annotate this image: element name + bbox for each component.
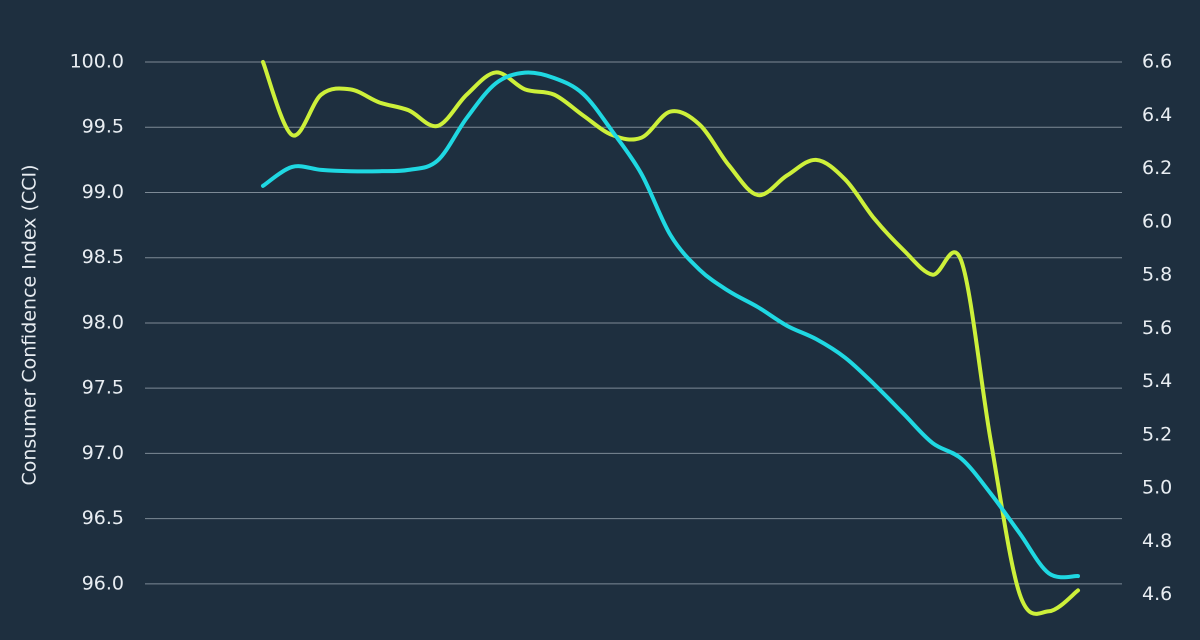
y-tick-label: 99.0 [82, 181, 124, 203]
y-axis-label: Consumer Confidence Index (CCI) [19, 164, 41, 485]
y2-tick-label: 5.2 [1142, 423, 1172, 445]
y-tick-label: 96.5 [82, 507, 124, 529]
y-tick-label: 98.5 [82, 246, 124, 268]
y2-tick-label: 4.6 [1142, 583, 1172, 605]
y2-tick-label: 5.8 [1142, 264, 1172, 286]
y-tick-label: 100.0 [70, 51, 124, 73]
line-series [261, 60, 1080, 616]
y-tick-label: 96.0 [82, 572, 124, 594]
y2-tick-label: 5.0 [1142, 477, 1172, 499]
y2-tick-label: 6.4 [1142, 104, 1172, 126]
y-tick-label: 97.0 [82, 442, 124, 464]
y2-tick-label: 5.6 [1142, 317, 1172, 339]
y-tick-label: 97.5 [82, 377, 124, 399]
y2-tick-label: 4.8 [1142, 530, 1172, 552]
y2-tick-label: 6.2 [1142, 157, 1172, 179]
y2-tick-label: 5.4 [1142, 370, 1172, 392]
y2-tick-label: 6.6 [1142, 51, 1172, 73]
line-series [261, 70, 1080, 580]
y2-tick-label: 6.0 [1142, 210, 1172, 232]
y-tick-label: 99.5 [82, 116, 124, 138]
y-tick-label: 98.0 [82, 311, 124, 333]
